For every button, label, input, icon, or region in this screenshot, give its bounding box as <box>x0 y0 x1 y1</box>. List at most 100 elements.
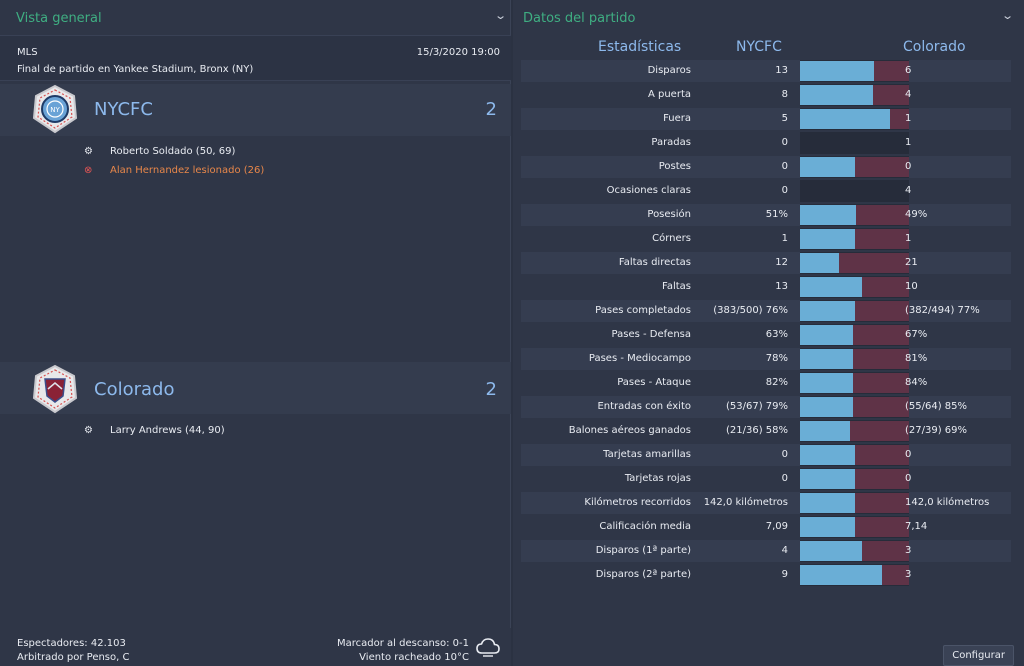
stat-label: Paradas <box>651 137 691 148</box>
away-bar-track <box>855 132 909 154</box>
stat-home-value: 4 <box>781 545 788 556</box>
stat-home-value: 82% <box>765 377 788 388</box>
stat-away-value: 21 <box>905 257 918 268</box>
stat-away-value: 0 <box>905 161 912 172</box>
stat-away-value: 1 <box>905 113 912 124</box>
home-stat-bar <box>800 301 855 321</box>
home-stat-bar <box>800 229 855 249</box>
stat-label: Pases - Defensa <box>611 329 691 340</box>
away-stat-bar <box>855 469 909 489</box>
nycfc-crest-icon[interactable]: NY <box>30 84 80 134</box>
stat-home-value: (21/36) 58% <box>725 425 788 436</box>
stat-row: Pases - Ataque 82% 84% <box>521 372 1011 394</box>
home-stat-bar <box>800 61 874 81</box>
away-stat-bar <box>890 109 909 129</box>
stat-away-value: 10 <box>905 281 918 292</box>
home-stat-bar <box>800 397 853 417</box>
stat-row: Kilómetros recorridos 142,0 kilómetros 142… <box>521 492 1011 514</box>
stat-label: Kilómetros recorridos <box>584 497 691 508</box>
away-stat-bar <box>853 325 909 345</box>
match-info-header: MLS 15/3/2020 19:00 Final de partido en … <box>0 35 511 81</box>
colorado-crest-icon[interactable] <box>30 364 80 414</box>
stat-row: Calificación media 7,09 7,14 <box>521 516 1011 538</box>
away-stat-bar <box>853 397 909 417</box>
away-stat-bar <box>855 301 909 321</box>
stat-label: Pases - Ataque <box>617 377 691 388</box>
stat-home-value: 51% <box>765 209 788 220</box>
home-event-injury: Alan Hernandez lesionado (26) <box>110 165 265 176</box>
stat-home-value: 7,09 <box>765 521 788 532</box>
away-team-score: 2 <box>485 379 497 400</box>
stat-row: Fuera 5 1 <box>521 108 1011 130</box>
stat-label: Faltas directas <box>618 257 691 268</box>
home-stat-bar <box>800 445 855 465</box>
home-stat-bar <box>800 469 855 489</box>
match-data-title: Datos del partido <box>523 11 636 26</box>
stat-home-value: 63% <box>765 329 788 340</box>
stat-row: Pases completados (383/500) 76% (382/494) … <box>521 300 1011 322</box>
venue-text: Final de partido en Yankee Stadium, Bron… <box>17 64 254 75</box>
stat-row: Pases - Mediocampo 78% 81% <box>521 348 1011 370</box>
stat-home-value: 0 <box>781 449 788 460</box>
col-header-away: Colorado <box>903 39 966 55</box>
home-team-name[interactable]: NYCFC <box>94 99 153 120</box>
goal-icon: ⚙ <box>84 146 93 157</box>
stat-home-value: 12 <box>775 257 788 268</box>
stat-away-value: 49% <box>905 209 928 220</box>
stat-home-value: (53/67) 79% <box>725 401 788 412</box>
collapse-match-data-chevron-icon[interactable]: ⌄ <box>1001 9 1015 22</box>
stat-label: Ocasiones claras <box>606 185 691 196</box>
stat-label: Disparos <box>647 65 691 76</box>
col-header-stats: Estadísticas <box>598 39 682 55</box>
away-stat-bar <box>839 253 909 273</box>
stat-label: Balones aéreos ganados <box>568 425 691 436</box>
stat-away-value: 6 <box>905 65 912 76</box>
home-stat-bar <box>800 205 856 225</box>
stat-away-value: 1 <box>905 137 912 148</box>
stat-home-value: (383/500) 76% <box>713 305 788 316</box>
overview-panel: Vista general ⌄ MLS 15/3/2020 19:00 Fina… <box>0 0 511 666</box>
injury-icon: ⊗ <box>84 165 93 176</box>
stat-away-value: 4 <box>905 185 912 196</box>
stat-label: Córners <box>652 233 691 244</box>
stat-row: Ocasiones claras 0 4 <box>521 180 1011 202</box>
cloud-icon <box>476 638 500 657</box>
away-stat-bar <box>856 205 909 225</box>
stat-away-value: 7,14 <box>905 521 928 532</box>
home-stat-bar <box>800 109 890 129</box>
stat-row: Balones aéreos ganados (21/36) 58% (27/39)… <box>521 420 1011 442</box>
stat-away-value: 0 <box>905 449 912 460</box>
collapse-overview-chevron-icon[interactable]: ⌄ <box>494 9 508 22</box>
stat-away-value: 1 <box>905 233 912 244</box>
stat-row: Córners 1 1 <box>521 228 1011 250</box>
stat-row: Pases - Defensa 63% 67% <box>521 324 1011 346</box>
home-stat-bar <box>800 253 839 273</box>
stat-row: A puerta 8 4 <box>521 84 1011 106</box>
match-datetime: 15/3/2020 19:00 <box>416 47 500 58</box>
home-team-score: 2 <box>485 99 497 120</box>
home-stat-bar <box>800 277 862 297</box>
away-team-name[interactable]: Colorado <box>94 379 175 400</box>
goal-icon: ⚙ <box>84 425 93 436</box>
configure-button[interactable]: Configurar <box>943 645 1014 666</box>
competition: MLS <box>17 47 38 58</box>
stat-row: Paradas 0 1 <box>521 132 1011 154</box>
stat-row: Posesión 51% 49% <box>521 204 1011 226</box>
away-stat-bar <box>855 493 909 513</box>
home-stat-bar <box>800 517 855 537</box>
away-stat-bar <box>853 373 909 393</box>
stat-label: Pases - Mediocampo <box>588 353 691 364</box>
stat-home-value: 13 <box>775 281 788 292</box>
home-stat-bar <box>800 349 853 369</box>
away-stat-bar <box>855 517 909 537</box>
stat-row: Disparos (1ª parte) 4 3 <box>521 540 1011 562</box>
halftime-score: Marcador al descanso: 0-1 <box>337 638 469 649</box>
svg-text:NY: NY <box>50 106 60 114</box>
away-stat-bar <box>862 277 909 297</box>
stat-home-value: 0 <box>781 161 788 172</box>
stat-row: Faltas directas 12 21 <box>521 252 1011 274</box>
stat-label: Calificación media <box>599 521 691 532</box>
stat-away-value: (382/494) 77% <box>905 305 980 316</box>
away-stat-bar <box>855 157 909 177</box>
away-stat-bar <box>855 229 909 249</box>
